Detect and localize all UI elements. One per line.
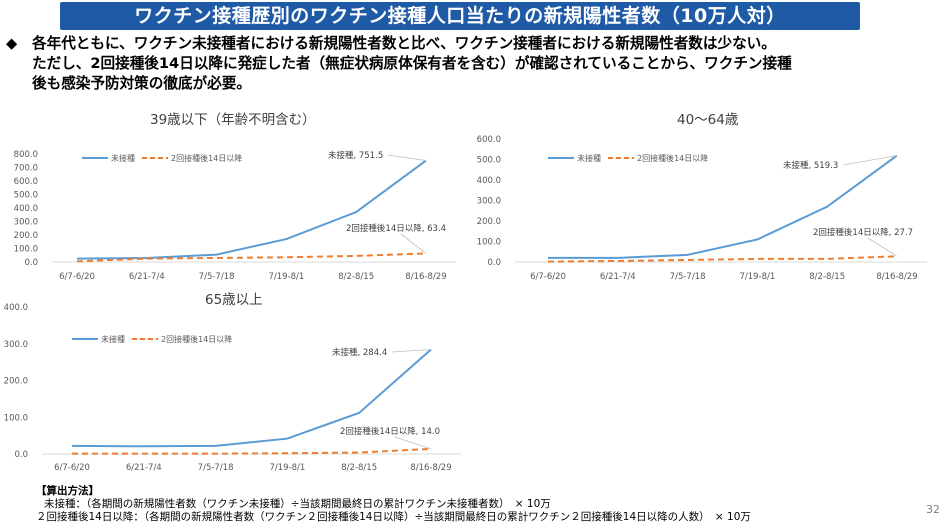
x-tick-label: 8/16-8/29: [410, 463, 451, 473]
x-tick-label: 6/21-7/4: [129, 272, 165, 282]
data-label-unvaccinated: 未接種, 284.4: [332, 347, 387, 358]
x-tick-label: 6/7-6/20: [59, 272, 95, 282]
data-label-vaccinated: 2回接種後14日以降, 27.7: [813, 227, 913, 238]
y-tick-label: 400.0: [14, 204, 38, 214]
legend-label-unvaccinated: 未接種: [577, 153, 601, 163]
data-label-leader: [387, 154, 427, 161]
x-tick-label: 8/2-8/15: [809, 272, 845, 282]
data-label-leader: [391, 349, 432, 353]
x-tick-label: 8/2-8/15: [341, 463, 377, 473]
summary-line-3: 後も感染予防対策の徹底が必要。: [32, 75, 251, 92]
calculation-method: 【算出方法】 未接種：（各期間の新規陽性者数（ワクチン未接種）÷当該期間最終日の…: [36, 485, 751, 524]
x-tick-label: 6/21-7/4: [600, 272, 636, 282]
series-line-unvaccinated: [548, 154, 898, 259]
y-tick-label: 100.0: [477, 238, 501, 248]
x-tick-label: 7/5-7/18: [670, 272, 706, 282]
x-tick-label: 8/2-8/15: [338, 272, 374, 282]
y-tick-label: 600.0: [477, 135, 501, 145]
y-tick-label: 400.0: [4, 303, 28, 313]
x-tick-label: 7/5-7/18: [198, 463, 234, 473]
y-tick-label: 0.0: [487, 258, 501, 268]
legend-label-vaccinated: 2回接種後14日以降: [161, 334, 232, 344]
series-line-vaccinated: [547, 255, 898, 263]
data-label-leader: [400, 233, 427, 254]
y-tick-label: 100.0: [4, 413, 28, 423]
x-tick-label: 7/19-8/1: [739, 272, 775, 282]
legend-label-unvaccinated: 未接種: [101, 334, 125, 344]
x-tick-label: 7/19-8/1: [268, 272, 304, 282]
y-tick-label: 700.0: [14, 164, 38, 174]
legend-label-vaccinated: 2回接種後14日以降: [637, 153, 708, 163]
data-label-unvaccinated: 未接種, 751.5: [328, 150, 383, 161]
y-tick-label: 500.0: [477, 156, 501, 166]
method-heading: 【算出方法】: [36, 485, 99, 497]
y-tick-label: 500.0: [14, 191, 38, 201]
legend-label-unvaccinated: 未接種: [111, 153, 135, 163]
chart-title-under39: 39歳以下（年齢不明含む）: [150, 112, 316, 128]
y-tick-label: 400.0: [477, 176, 501, 186]
y-tick-label: 0.0: [24, 258, 38, 268]
x-tick-label: 7/5-7/18: [199, 272, 235, 282]
y-tick-label: 300.0: [477, 197, 501, 207]
series-line-vaccinated: [76, 252, 427, 263]
diamond-bullet-icon: ◆: [6, 35, 18, 52]
summary-bullet: ◆ 各年代ともに、ワクチン未接種者における新規陽性者数と比べ、ワクチン接種者にお…: [6, 34, 941, 94]
series-line-unvaccinated: [76, 159, 427, 260]
x-tick-label: 8/16-8/29: [405, 272, 446, 282]
chart-title-65plus: 65歳以上: [205, 292, 263, 308]
series-line-unvaccinated: [71, 348, 432, 448]
x-tick-label: 6/7-6/20: [530, 272, 566, 282]
y-tick-label: 100.0: [14, 245, 38, 255]
data-label-leader: [867, 237, 898, 257]
page-title: ワクチン接種歴別のワクチン接種人口当たりの新規陽性者数（10万人対）: [60, 2, 860, 30]
y-tick-label: 300.0: [4, 340, 28, 350]
page-number: 32: [926, 503, 940, 516]
y-tick-label: 600.0: [14, 177, 38, 187]
y-tick-label: 200.0: [477, 217, 501, 227]
x-tick-label: 6/7-6/20: [54, 463, 90, 473]
x-tick-label: 6/21-7/4: [126, 463, 162, 473]
x-tick-label: 8/16-8/29: [876, 272, 917, 282]
summary-line-2: ただし、2回接種後14日以降に発症した者（無症状病原体保有者を含む）が確認されて…: [32, 55, 792, 72]
y-tick-label: 200.0: [14, 231, 38, 241]
y-tick-label: 0.0: [14, 450, 28, 460]
y-tick-label: 800.0: [14, 150, 38, 160]
data-label-unvaccinated: 未接種, 519.3: [783, 160, 838, 171]
method-line-vaccinated: ２回接種後14日以降：（各期間の新規陽性者数（ワクチン２回接種後14日以降）÷当…: [36, 511, 751, 523]
data-label-leader: [394, 436, 432, 450]
method-line-unvaccinated: 未接種：（各期間の新規陽性者数（ワクチン未接種）÷当該期間最終日の累計ワクチン未…: [44, 498, 551, 510]
data-label-vaccinated: 2回接種後14日以降, 63.4: [346, 223, 446, 234]
y-tick-label: 200.0: [4, 377, 28, 387]
summary-line-1: 各年代ともに、ワクチン未接種者における新規陽性者数と比べ、ワクチン接種者における…: [32, 35, 776, 52]
chart-title-40to64: 40～64歳: [677, 112, 739, 128]
series-line-vaccinated: [72, 447, 432, 455]
data-label-leader: [842, 155, 898, 166]
legend-label-vaccinated: 2回接種後14日以降: [171, 153, 242, 163]
y-tick-label: 300.0: [14, 218, 38, 228]
data-label-vaccinated: 2回接種後14日以降, 14.0: [340, 426, 440, 437]
x-tick-label: 7/19-8/1: [269, 463, 305, 473]
